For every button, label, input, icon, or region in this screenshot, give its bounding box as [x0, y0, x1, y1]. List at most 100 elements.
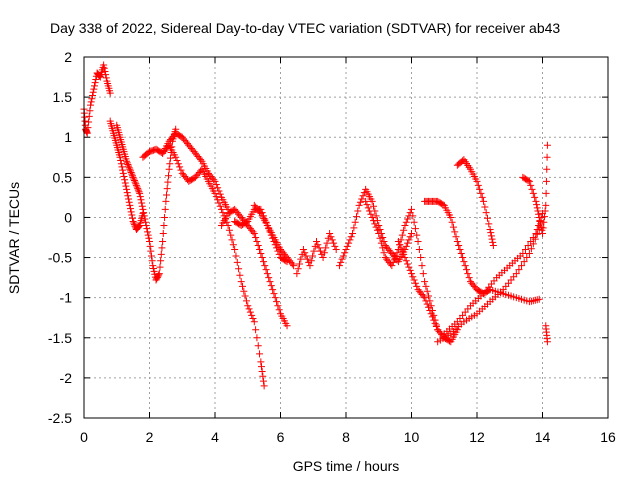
- data-point: [161, 213, 169, 221]
- data-point: [216, 190, 224, 198]
- data-point: [85, 118, 93, 126]
- data-point: [405, 263, 413, 271]
- data-point: [89, 92, 97, 100]
- data-point: [236, 271, 244, 279]
- data-point: [397, 244, 405, 252]
- data-point: [376, 234, 384, 242]
- data-point: [177, 166, 185, 174]
- data-point: [527, 181, 535, 189]
- data-point: [159, 238, 167, 246]
- data-point: [314, 241, 322, 249]
- data-point: [164, 178, 172, 186]
- data-point: [128, 211, 136, 219]
- data-point: [396, 241, 404, 249]
- data-point: [364, 204, 372, 212]
- data-point: [86, 107, 94, 115]
- x-tick-label: 10: [404, 429, 420, 445]
- data-point: [486, 225, 494, 233]
- data-point: [92, 75, 100, 83]
- data-point: [125, 198, 133, 206]
- data-point: [121, 179, 129, 187]
- data-point: [123, 189, 131, 197]
- data-point: [316, 247, 324, 255]
- data-point: [368, 197, 376, 205]
- series-trace-17: [486, 286, 543, 306]
- data-point: [145, 234, 153, 242]
- chart-title: Day 338 of 2022, Sidereal Day-to-day VTE…: [50, 20, 560, 36]
- data-point: [166, 154, 174, 162]
- data-point: [123, 185, 131, 193]
- data-point: [512, 270, 520, 278]
- data-point: [102, 74, 110, 82]
- data-point: [253, 334, 261, 342]
- data-point: [488, 235, 496, 243]
- data-point: [101, 67, 109, 75]
- data-point: [370, 217, 378, 225]
- data-point: [330, 239, 338, 247]
- y-tick-label: 1: [64, 129, 72, 145]
- data-point: [346, 236, 354, 244]
- data-point: [540, 213, 548, 221]
- data-point: [350, 224, 358, 232]
- data-point: [393, 249, 401, 257]
- data-point: [411, 279, 419, 287]
- data-point: [524, 177, 532, 185]
- data-point: [419, 292, 427, 300]
- data-point: [258, 367, 266, 375]
- data-point: [432, 323, 440, 331]
- data-point: [128, 170, 136, 178]
- data-point: [351, 218, 359, 226]
- data-point: [135, 222, 143, 230]
- series-trace-18: [519, 141, 551, 237]
- data-point: [414, 238, 422, 246]
- data-point: [456, 246, 464, 254]
- x-tick-label: 14: [535, 429, 551, 445]
- data-point: [319, 254, 327, 262]
- data-point: [149, 264, 157, 272]
- data-point: [518, 262, 526, 270]
- data-point: [356, 198, 364, 206]
- data-point: [342, 246, 350, 254]
- data-point: [418, 262, 426, 270]
- data-point: [401, 221, 409, 229]
- data-point: [270, 290, 278, 298]
- data-point: [162, 197, 170, 205]
- data-point: [283, 322, 291, 330]
- data-point: [541, 207, 549, 215]
- data-point: [129, 173, 137, 181]
- data-point: [428, 313, 436, 321]
- data-point: [87, 101, 95, 109]
- data-point: [215, 199, 223, 207]
- data-point: [487, 232, 495, 240]
- data-point: [126, 165, 134, 173]
- data-point: [461, 262, 469, 270]
- data-point: [480, 197, 488, 205]
- y-tick-label: 2: [64, 49, 72, 65]
- x-tick-label: 12: [469, 429, 485, 445]
- data-point: [134, 186, 142, 194]
- data-point: [130, 219, 138, 227]
- data-point: [307, 257, 315, 265]
- data-point: [262, 266, 270, 274]
- data-point: [120, 173, 128, 181]
- data-point: [164, 172, 172, 180]
- data-point: [118, 163, 126, 171]
- data-point: [303, 255, 311, 263]
- data-point: [515, 266, 523, 274]
- axis-ticks: 0 2 4 6 8 10 12 14 16 -2.5 -2 -1.5 -1 -0.5 0 0.5 1 1.5 2: [48, 49, 616, 445]
- data-point: [388, 262, 396, 270]
- data-point: [483, 214, 491, 222]
- data-point: [309, 252, 317, 260]
- data-point: [224, 221, 232, 229]
- data-point: [404, 239, 412, 247]
- data-point: [232, 252, 240, 260]
- series-trace-2: [106, 117, 147, 233]
- data-point: [155, 270, 163, 278]
- data-point: [117, 156, 125, 164]
- data-point: [528, 185, 536, 193]
- data-point: [409, 212, 417, 220]
- data-point: [155, 271, 163, 279]
- data-point: [123, 159, 131, 167]
- data-point: [274, 302, 282, 310]
